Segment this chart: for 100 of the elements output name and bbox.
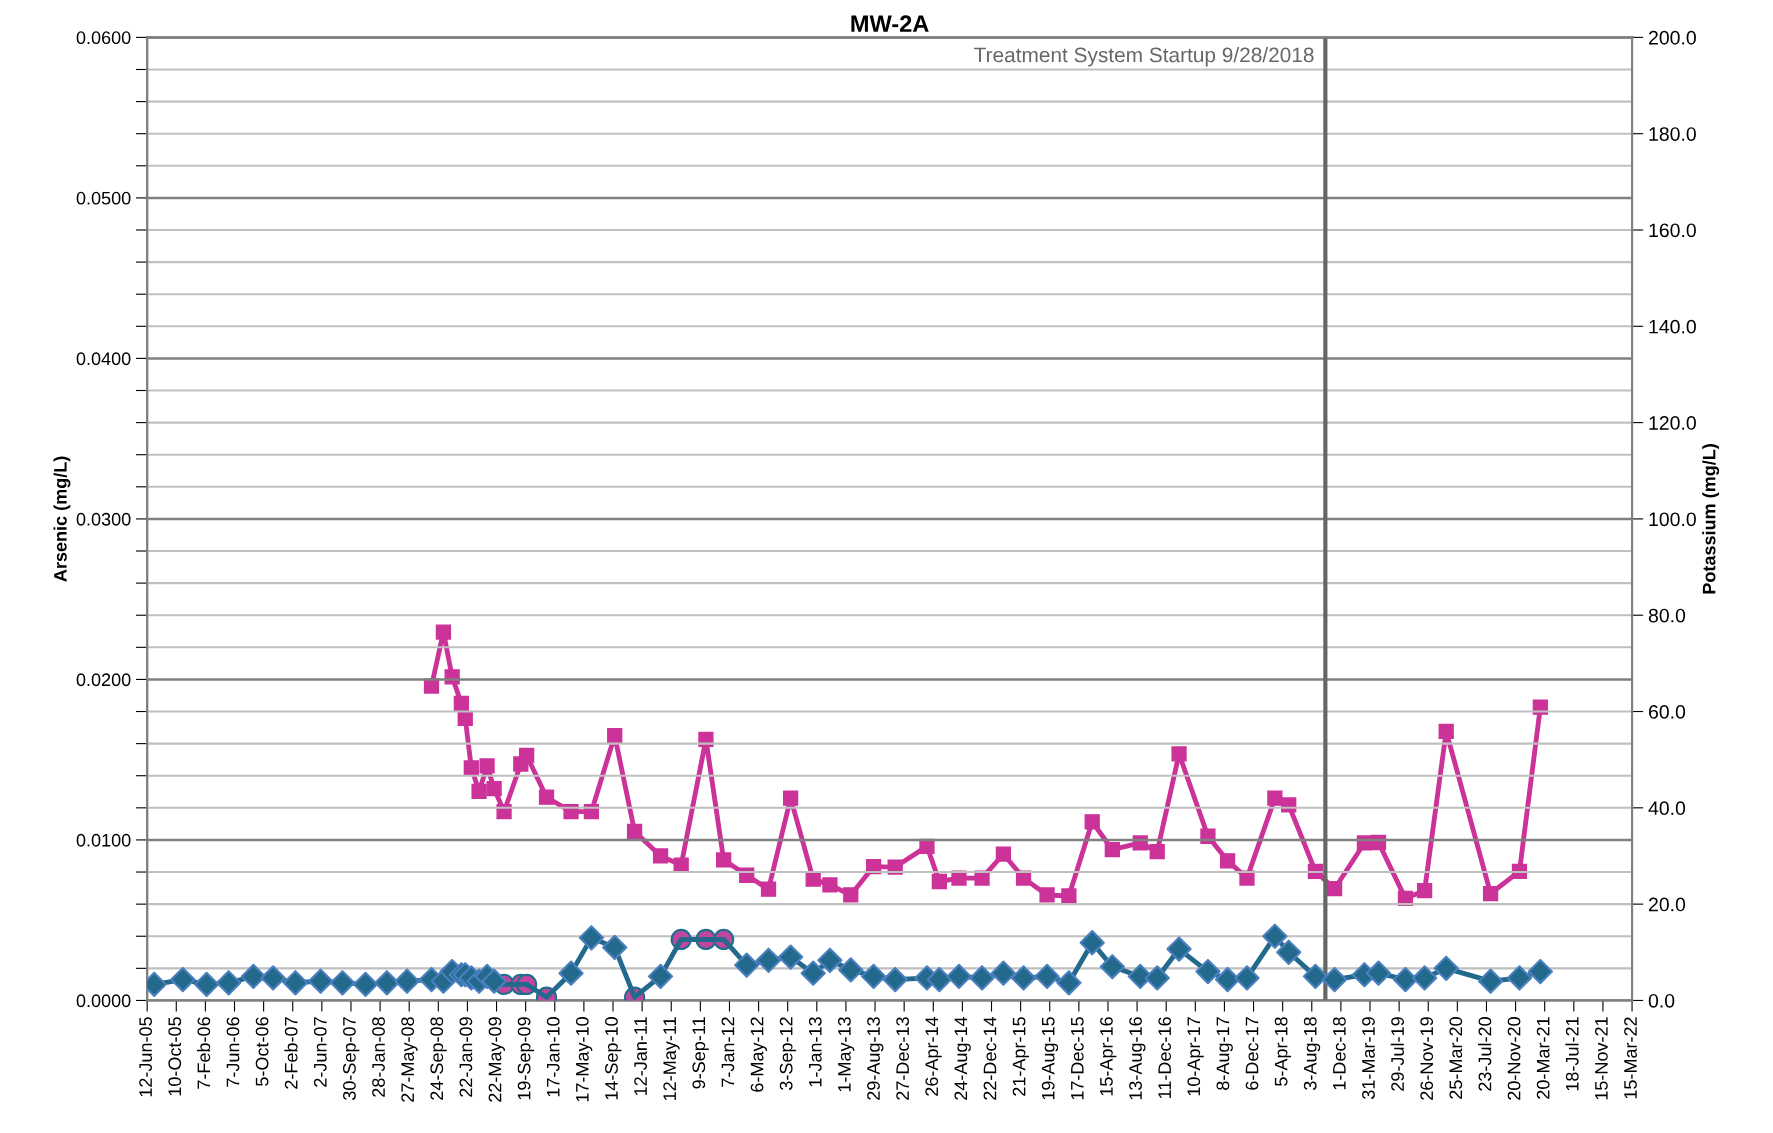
x-tick-label: 26-Apr-14 — [925, 1016, 942, 1096]
point — [995, 846, 1012, 862]
y-tick-label: 0.0000 — [76, 994, 131, 1008]
x-tick-label: 7-Jan-12 — [721, 1017, 735, 1087]
y-tick-label: 0.0600 — [76, 31, 131, 45]
x-tick-label: 3-Aug-18 — [1303, 1017, 1321, 1090]
x-tick-label: 15-Apr-16 — [1100, 1017, 1117, 1096]
y2-tick-label: 120.0 — [1649, 416, 1696, 430]
x-tick-label: 21-Apr-15 — [1012, 1017, 1030, 1096]
point — [1061, 888, 1077, 904]
x-tick-label: 1-Dec-18 — [1332, 1017, 1346, 1090]
point — [479, 758, 495, 774]
x-tick-label: 27-May-08 — [401, 1017, 418, 1102]
x-tick-label: 6-Dec-17 — [1245, 1017, 1259, 1090]
point — [453, 695, 470, 711]
point — [919, 838, 935, 854]
point — [1239, 870, 1255, 886]
point — [652, 848, 669, 864]
point — [1200, 828, 1216, 844]
point — [1015, 870, 1032, 886]
x-tick-label: 22-Dec-14 — [983, 1016, 997, 1100]
y2-tick-label: 160.0 — [1649, 223, 1696, 238]
x-tick-label: 22-Jan-09 — [459, 1017, 473, 1097]
x-tick-label: 17-Jan-10 — [546, 1017, 560, 1097]
point — [673, 857, 689, 873]
point — [887, 859, 903, 875]
y-tick-label: 0.0200 — [76, 673, 131, 687]
point — [471, 783, 487, 800]
point — [435, 624, 452, 640]
y-tick-label: 0.0500 — [76, 191, 131, 205]
point — [931, 873, 947, 890]
x-tick-label: 5-Apr-18 — [1274, 1017, 1292, 1086]
x-tick-label: 28-Jan-08 — [372, 1017, 385, 1097]
x-tick-label: 14-Sep-10 — [605, 1017, 622, 1100]
point — [1104, 842, 1120, 858]
x-tick-label: 12-May-11 — [663, 1017, 680, 1100]
point — [805, 871, 821, 887]
point — [518, 747, 535, 763]
x-tick-label: 2-Jun-07 — [313, 1017, 327, 1087]
point — [563, 804, 579, 820]
point — [626, 823, 643, 840]
y-tick-label: 0.0400 — [76, 352, 131, 366]
x-tick-label: 19-Sep-09 — [517, 1017, 535, 1100]
point — [974, 870, 990, 886]
point — [716, 852, 732, 868]
y2-axis-title: Potassium (mg/L) — [1702, 444, 1720, 594]
point — [1084, 814, 1100, 830]
y2-tick-label: 140.0 — [1649, 319, 1696, 334]
y-tick-label: 0.0300 — [76, 512, 131, 526]
x-tick-label: 2-Feb-07 — [284, 1017, 298, 1089]
point — [1416, 883, 1433, 899]
y2-tick-label: 200.0 — [1649, 30, 1696, 45]
x-tick-label: 24-Sep-08 — [430, 1017, 447, 1100]
point — [1281, 797, 1297, 813]
point — [496, 804, 512, 820]
y-tick-label: 0.0100 — [76, 833, 131, 847]
x-tick-label: 6-May-12 — [750, 1017, 767, 1092]
point — [1171, 746, 1187, 762]
x-tick-label: 15-Mar-22 — [1624, 1017, 1637, 1099]
x-tick-label: 12-Jun-05 — [139, 1017, 153, 1097]
y2-tick-label: 0.0 — [1648, 993, 1675, 1008]
y2-tick-label: 80.0 — [1648, 608, 1686, 623]
x-tick-label: 29-Aug-13 — [867, 1017, 884, 1100]
point — [1039, 887, 1055, 903]
x-tick-label: 30-Sep-07 — [343, 1017, 360, 1101]
y-axis-title: Arsenic (mg/L) — [53, 456, 71, 582]
y2-tick-label: 60.0 — [1649, 704, 1686, 719]
x-tick-label: 12-Jan-11 — [634, 1017, 647, 1095]
x-tick-label: 7-Feb-06 — [196, 1017, 211, 1089]
point — [698, 731, 714, 748]
x-tick-label: 20-Nov-20 — [1507, 1017, 1521, 1100]
x-tick-label: 17-May-10 — [575, 1017, 593, 1102]
x-tick-label: 3-Sep-12 — [779, 1017, 797, 1090]
point — [782, 790, 799, 806]
x-tick-label: 26-Nov-19 — [1420, 1017, 1434, 1100]
point — [607, 727, 623, 744]
x-tick-label: 27-Dec-13 — [896, 1017, 910, 1100]
x-tick-label: 15-Nov-21 — [1594, 1017, 1608, 1100]
x-tick-label: 29-Jul-19 — [1390, 1017, 1404, 1091]
point — [760, 881, 777, 897]
x-tick-label: 9-Sep-11 — [692, 1017, 709, 1089]
x-tick-label: 5-Oct-06 — [255, 1017, 269, 1086]
point — [463, 760, 479, 776]
point — [1219, 853, 1236, 869]
point — [1482, 885, 1499, 902]
y2-tick-label: 20.0 — [1649, 897, 1686, 912]
point — [538, 789, 555, 805]
x-tick-label: 31-Mar-19 — [1362, 1017, 1375, 1099]
x-tick-label: 8-Aug-17 — [1216, 1017, 1233, 1090]
y2-tick-label: 40.0 — [1648, 801, 1686, 816]
point — [951, 870, 967, 886]
point — [1267, 790, 1283, 806]
point — [1132, 835, 1148, 851]
x-tick-label: 17-Dec-15 — [1071, 1017, 1084, 1100]
point — [843, 887, 859, 903]
point — [1438, 723, 1454, 739]
point — [822, 877, 838, 893]
x-tick-label: 10-Apr-17 — [1187, 1017, 1204, 1096]
x-tick-label: 1-May-13 — [837, 1017, 855, 1092]
x-tick-label: 18-Jul-21 — [1565, 1017, 1579, 1091]
